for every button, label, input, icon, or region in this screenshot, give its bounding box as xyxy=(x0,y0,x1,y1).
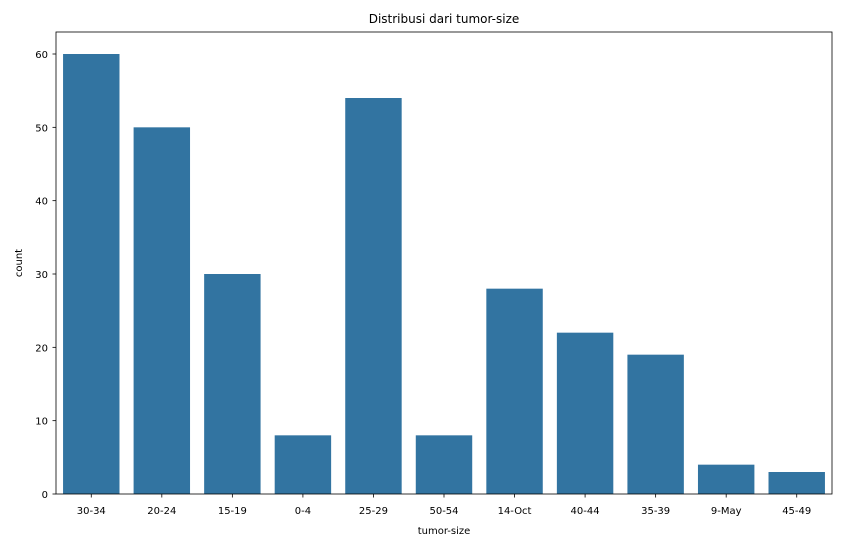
chart-title: Distribusi dari tumor-size xyxy=(369,12,520,26)
x-tick-label: 25-29 xyxy=(359,506,388,517)
x-tick-label: 35-39 xyxy=(641,506,670,517)
x-axis-ticks: 30-34 20-24 15-19 0-4 25-29 50-54 14-Oct 40-44 3… xyxy=(77,494,811,517)
y-axis-label: count xyxy=(14,249,25,277)
bar-50-54 xyxy=(415,435,473,494)
bars-group xyxy=(63,54,825,494)
bar-0-4 xyxy=(274,435,332,494)
bar-30-34 xyxy=(63,54,120,494)
y-tick-label: 20 xyxy=(35,343,48,354)
y-tick-label: 10 xyxy=(35,417,48,428)
y-tick-label: 60 xyxy=(35,50,48,61)
bar-45-49 xyxy=(768,472,825,494)
y-tick-label: 30 xyxy=(35,270,48,281)
x-tick-label: 45-49 xyxy=(782,506,811,517)
x-tick-label: 0-4 xyxy=(295,506,311,517)
y-tick-label: 50 xyxy=(35,123,48,134)
bar-20-24 xyxy=(133,127,191,494)
bar-35-39 xyxy=(627,354,684,494)
bar-25-29 xyxy=(345,98,402,494)
x-tick-label: 50-54 xyxy=(429,506,458,517)
x-tick-label: 14-Oct xyxy=(498,506,532,517)
x-tick-label: 9-May xyxy=(711,506,742,517)
x-axis-label: tumor-size xyxy=(418,526,471,537)
x-tick-label: 30-34 xyxy=(77,506,106,517)
bar-15-19 xyxy=(204,274,261,494)
y-axis-ticks: 0 10 20 30 40 50 60 xyxy=(35,50,56,501)
x-tick-label: 20-24 xyxy=(147,506,176,517)
bar-9-May xyxy=(697,464,755,494)
bar-40-44 xyxy=(556,332,614,494)
y-tick-label: 40 xyxy=(35,197,48,208)
plot-frame xyxy=(55,31,833,495)
x-tick-label: 15-19 xyxy=(218,506,247,517)
y-tick-label: 0 xyxy=(42,490,48,501)
bar-14-Oct xyxy=(486,288,543,494)
x-tick-label: 40-44 xyxy=(571,506,600,517)
